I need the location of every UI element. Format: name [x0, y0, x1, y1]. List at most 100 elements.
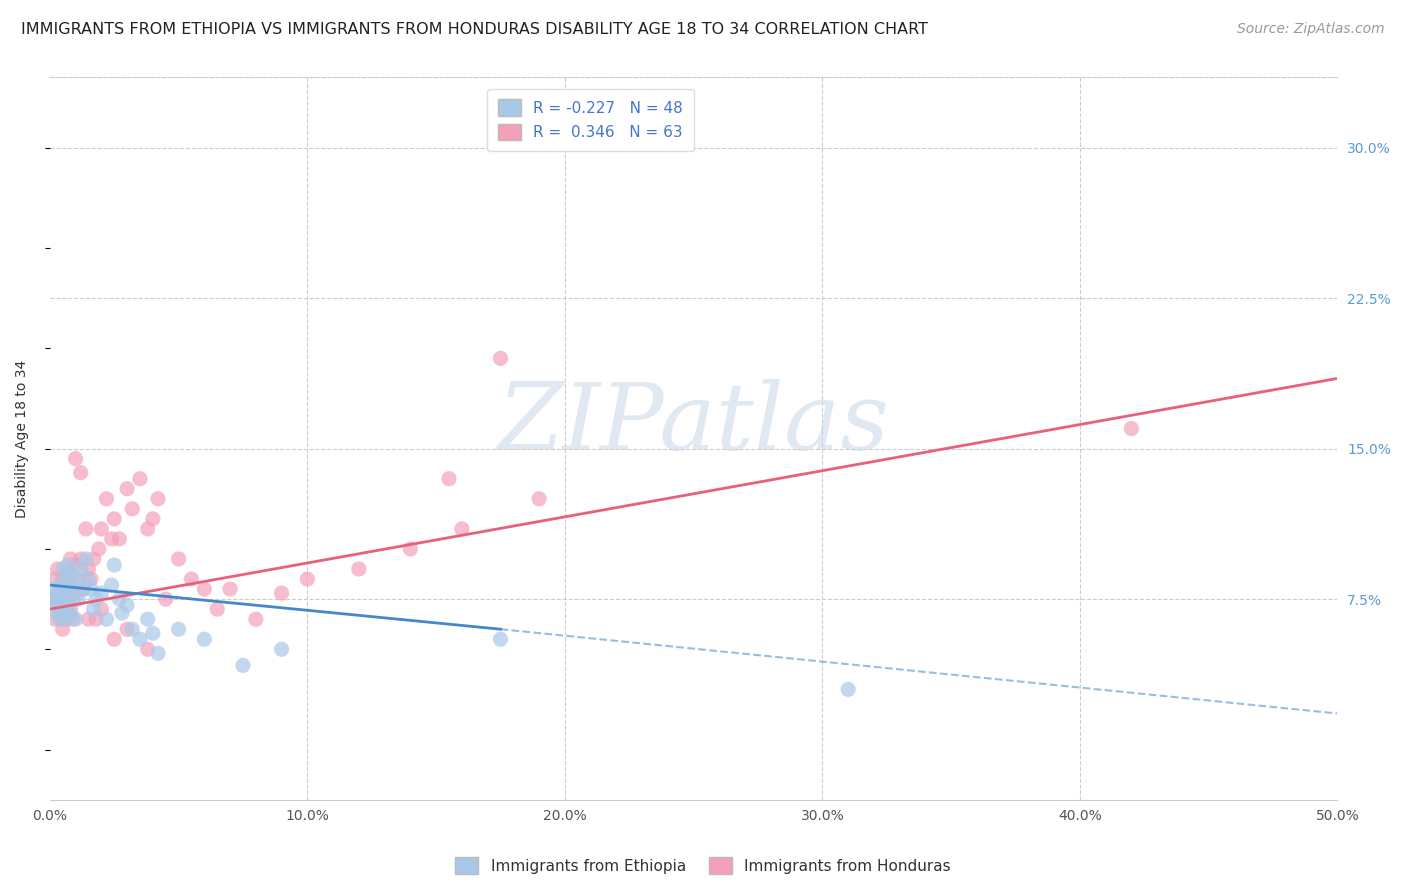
Point [142, 626, 165, 640]
Point [69, 552, 91, 566]
Point [83, 602, 105, 616]
Point [80, 582, 103, 596]
Point [52, 622, 75, 636]
Point [65, 558, 87, 572]
Legend: R = -0.227   N = 48, R =  0.346   N = 63: R = -0.227 N = 48, R = 0.346 N = 63 [488, 88, 693, 151]
Legend: Immigrants from Ethiopia, Immigrants from Honduras: Immigrants from Ethiopia, Immigrants fro… [450, 851, 956, 880]
Point [108, 592, 131, 607]
Point [59, 602, 82, 616]
Y-axis label: Disability Age 18 to 34: Disability Age 18 to 34 [15, 359, 30, 517]
Point [53, 586, 76, 600]
Point [59, 606, 82, 620]
Point [100, 578, 122, 592]
Point [49, 606, 72, 620]
Point [489, 632, 512, 647]
Point [136, 522, 159, 536]
Point [142, 512, 165, 526]
Point [193, 632, 215, 647]
Point [44, 582, 66, 596]
Point [46, 592, 69, 607]
Point [44, 572, 66, 586]
Point [84, 612, 107, 626]
Point [100, 532, 122, 546]
Point [103, 632, 125, 647]
Point [62, 592, 84, 607]
Point [115, 622, 138, 636]
Point [44, 598, 66, 612]
Point [193, 582, 215, 596]
Point [52, 602, 75, 616]
Point [75, 552, 97, 566]
Point [53, 572, 76, 586]
Point [108, 532, 131, 546]
Point [205, 602, 228, 616]
Point [90, 602, 112, 616]
Point [347, 562, 370, 576]
Point [136, 642, 159, 657]
Point [90, 522, 112, 536]
Point [96, 612, 118, 626]
Point [80, 572, 103, 586]
Point [167, 552, 190, 566]
Point [146, 491, 169, 506]
Point [53, 612, 76, 626]
Point [297, 572, 319, 586]
Point [65, 612, 87, 626]
Point [270, 642, 292, 657]
Point [87, 541, 110, 556]
Point [527, 491, 550, 506]
Point [65, 572, 87, 586]
Point [56, 598, 79, 612]
Point [49, 578, 72, 592]
Point [121, 622, 143, 636]
Point [44, 612, 66, 626]
Point [77, 562, 100, 576]
Point [46, 562, 69, 576]
Point [837, 682, 859, 697]
Point [49, 582, 72, 596]
Point [83, 552, 105, 566]
Point [67, 592, 90, 607]
Point [75, 522, 97, 536]
Point [90, 586, 112, 600]
Point [52, 598, 75, 612]
Point [129, 472, 152, 486]
Point [41, 592, 63, 607]
Point [115, 598, 138, 612]
Point [59, 552, 82, 566]
Point [56, 558, 79, 572]
Point [41, 592, 63, 607]
Point [59, 566, 82, 580]
Point [167, 622, 190, 636]
Point [121, 501, 143, 516]
Point [96, 491, 118, 506]
Point [103, 558, 125, 572]
Point [219, 582, 242, 596]
Point [72, 582, 94, 596]
Point [65, 451, 87, 466]
Point [52, 562, 75, 576]
Text: ZIPatlas: ZIPatlas [498, 379, 890, 469]
Point [69, 562, 91, 576]
Point [62, 612, 84, 626]
Point [399, 541, 422, 556]
Point [115, 482, 138, 496]
Point [62, 578, 84, 592]
Point [155, 592, 177, 607]
Point [180, 572, 202, 586]
Point [489, 351, 512, 366]
Point [136, 612, 159, 626]
Point [1121, 421, 1143, 435]
Point [52, 592, 75, 607]
Point [146, 646, 169, 660]
Point [450, 522, 472, 536]
Point [129, 632, 152, 647]
Point [270, 586, 292, 600]
Point [72, 582, 94, 596]
Point [53, 586, 76, 600]
Point [56, 566, 79, 580]
Text: IMMIGRANTS FROM ETHIOPIA VS IMMIGRANTS FROM HONDURAS DISABILITY AGE 18 TO 34 COR: IMMIGRANTS FROM ETHIOPIA VS IMMIGRANTS F… [21, 22, 928, 37]
Point [62, 582, 84, 596]
Text: Source: ZipAtlas.com: Source: ZipAtlas.com [1237, 22, 1385, 37]
Point [111, 606, 134, 620]
